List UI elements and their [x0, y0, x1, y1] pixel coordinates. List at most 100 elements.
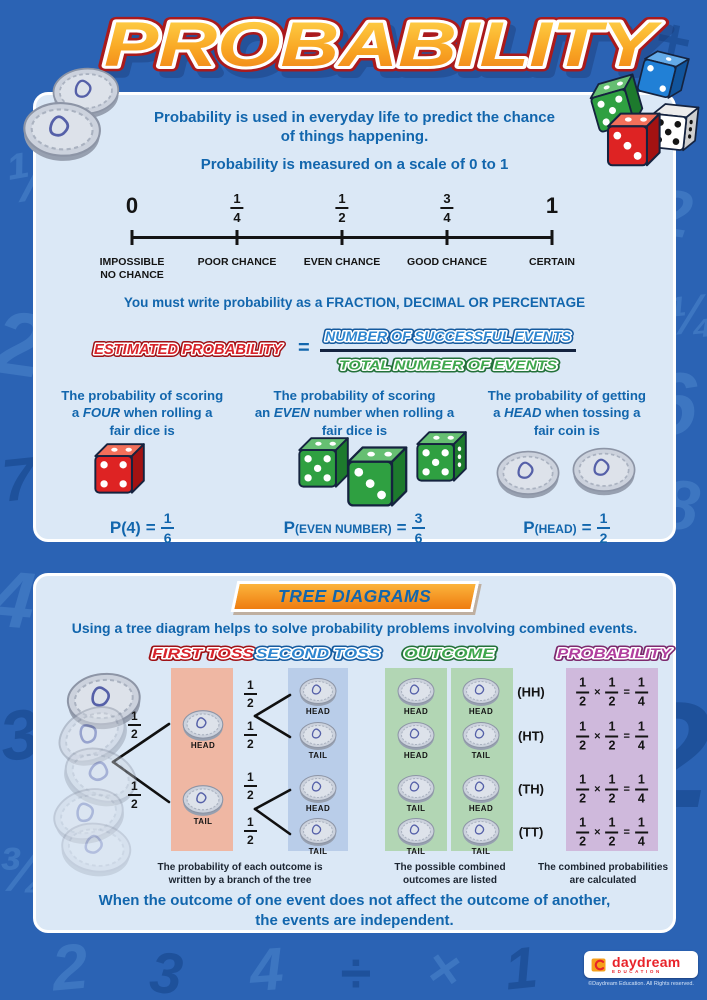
fraction-bar: [320, 349, 576, 352]
probability-intro-panel: Probability is used in everyday life to …: [33, 92, 676, 545]
outcome-label: HEAD: [468, 707, 494, 716]
green-die-icon: [416, 431, 467, 482]
first-toss-tail-label: TAIL: [193, 817, 213, 826]
background-glyph: 1: [501, 934, 541, 1000]
red-die-icon: [606, 112, 661, 167]
outcome-caption: The possible combined outcomes are listed: [394, 862, 506, 886]
intro-line: Probability is used in everyday life to …: [154, 109, 555, 126]
scale-value-0: 0: [125, 193, 139, 218]
intro-line: of things happening.: [280, 128, 429, 145]
scale-label-poor: POOR CHANCE: [197, 256, 277, 268]
brand-subtitle: EDUCATION: [612, 968, 662, 974]
scale-tick: [235, 230, 239, 245]
outcome-label: HEAD: [403, 751, 429, 760]
first-toss-header: FIRST TOSS FIRST TOSS: [149, 642, 258, 664]
coin-tail-icon: [572, 447, 636, 497]
red-die-four-icon: [94, 443, 145, 494]
svg-text:OUTCOME: OUTCOME: [404, 645, 495, 661]
example-even-text: The probability of scoring an EVEN numbe…: [254, 388, 455, 438]
green-die-icon: [298, 437, 349, 488]
outcome-coin-icon: [397, 677, 435, 707]
background-glyph: ×: [423, 936, 465, 1000]
first-toss-head-coin-icon: [182, 709, 224, 742]
outcome-header: OUTCOME OUTCOME: [401, 642, 498, 664]
coin-ghost-icon: [57, 818, 135, 882]
daydream-logo-text: daydream EDUCATION: [612, 955, 681, 975]
background-glyph: 2: [48, 929, 91, 1000]
prob-key-ht: (HT): [518, 728, 544, 744]
scale-title: Probability is measured on a scale of 0 …: [200, 156, 509, 173]
scale-label-even: EVEN CHANCE: [303, 256, 381, 268]
svg-text:SECOND TOSS: SECOND TOSS: [256, 645, 381, 661]
green-die-icon: [347, 446, 408, 507]
probability-caption: The combined probabilities are calculated: [537, 862, 669, 886]
equals-sign: =: [298, 337, 310, 359]
outcome-label: TAIL: [471, 751, 491, 760]
scale-tick: [550, 230, 554, 245]
svg-text:FIRST TOSS: FIRST TOSS: [152, 645, 255, 661]
daydream-logo-icon: [590, 956, 607, 973]
svg-text:TOTAL NUMBER OF EVENTS: TOTAL NUMBER OF EVENTS: [339, 358, 557, 373]
scale-label-certain: CERTAIN: [529, 256, 575, 268]
svg-text:ESTIMATED PROBABILITY: ESTIMATED PROBABILITY: [94, 341, 284, 358]
must-write-note: You must write probability as a FRACTION…: [123, 295, 586, 310]
copyright-text: ©Daydream Education. All Rights reserved…: [588, 981, 694, 987]
second-toss-coin-icon: [299, 774, 337, 804]
branch-caption: The probability of each outcome is writte…: [157, 862, 323, 886]
second-toss-header: SECOND TOSS SECOND TOSS: [253, 642, 384, 664]
svg-text:NUMBER OF SUCCESSFUL EVENTS: NUMBER OF SUCCESSFUL EVENTS: [325, 329, 571, 344]
svg-text:FIRST TOSS: FIRST TOSS: [152, 645, 255, 661]
svg-text:ESTIMATED PROBABILITY: ESTIMATED PROBABILITY: [94, 341, 284, 358]
outcome-label: TAIL: [406, 847, 426, 856]
outcome-coin-icon: [462, 721, 500, 751]
prob-key-hh: (HH): [517, 684, 545, 700]
second-toss-coin-icon: [299, 817, 337, 847]
formula-numerator: NUMBER OF SUCCESSFUL EVENTS NUMBER OF SU…: [322, 326, 574, 347]
background-glyph: 3: [146, 939, 186, 1000]
second-toss-label: TAIL: [308, 847, 328, 856]
outcome-label: TAIL: [471, 847, 491, 856]
scale-tick: [445, 230, 449, 245]
outcome-coin-icon: [462, 677, 500, 707]
tree-diagrams-panel: TREE DIAGRAMS Using a tree diagram helps…: [33, 573, 676, 933]
svg-text:PROBABILITY: PROBABILITY: [557, 645, 673, 661]
example-four-text: The probability of scoring a FOUR when r…: [61, 388, 224, 438]
svg-text:OUTCOME: OUTCOME: [404, 645, 495, 661]
tree-subtitle: Using a tree diagram helps to solve prob…: [71, 620, 638, 636]
background-glyph: ÷: [340, 941, 371, 1000]
outcome-coin-icon: [462, 774, 500, 804]
first-toss-band: [171, 668, 233, 851]
outcome-coin-icon: [397, 817, 435, 847]
estimated-probability-heading: ESTIMATED PROBABILITY ESTIMATED PROBABIL…: [91, 338, 287, 361]
prob-key-tt: (TT): [518, 824, 544, 840]
svg-text:PROBABILITY: PROBABILITY: [104, 10, 662, 80]
svg-text:PROBABILITY: PROBABILITY: [104, 10, 662, 80]
poster-title: PROBABILITY PROBABILITY PROBABILITY: [99, 5, 674, 93]
second-toss-label: TAIL: [308, 751, 328, 760]
svg-text:NUMBER OF SUCCESSFUL EVENTS: NUMBER OF SUCCESSFUL EVENTS: [325, 329, 571, 344]
second-toss-coin-icon: [299, 677, 337, 707]
first-toss-tail-coin-icon: [182, 784, 224, 817]
outcome-label: HEAD: [403, 707, 429, 716]
svg-text:TOTAL NUMBER OF EVENTS: TOTAL NUMBER OF EVENTS: [339, 358, 557, 373]
probability-band: [566, 668, 658, 851]
brand-name: daydream: [612, 953, 681, 970]
scale-tick: [130, 230, 134, 245]
outcome-coin-icon: [462, 817, 500, 847]
scale-label-impossible: IMPOSSIBLE NO CHANCE: [99, 256, 165, 281]
dice-cluster: [576, 48, 707, 188]
example-head-text: The probability of getting a HEAD when t…: [487, 388, 646, 438]
